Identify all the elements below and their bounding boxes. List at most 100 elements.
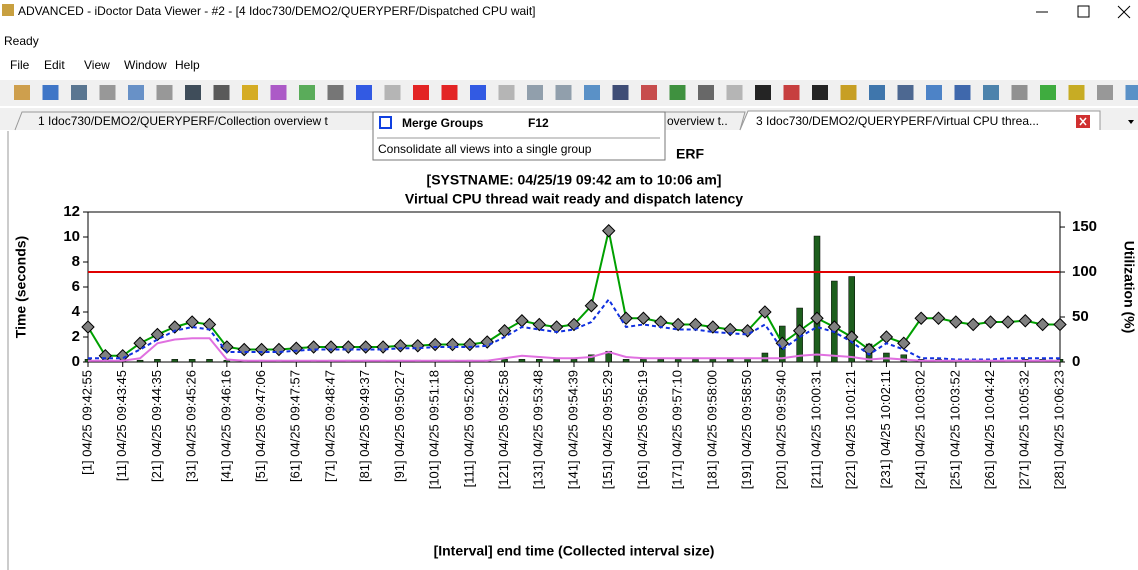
y-tick-label: 12 [63,203,80,220]
toolbar-button[interactable] [869,85,885,100]
y2-axis-label: Utilization (%) [1121,241,1137,334]
toolbar-button[interactable] [812,85,828,100]
toolbar-button[interactable] [156,85,173,100]
x-tick-label: [281] 04/25 10:06:23 [1051,370,1066,489]
menu-item[interactable]: File [10,58,30,72]
toolbar-button[interactable] [669,85,686,100]
tab-label[interactable]: 1 Idoc730/DEMO2/QUERYPERF/Collection ove… [38,114,329,128]
diamond-marker [758,305,772,319]
x-tick-label: [101] 04/25 09:51:18 [427,370,442,489]
x-tick-label: [1] 04/25 09:42:55 [79,370,94,475]
diamond-marker [254,342,269,357]
bar [171,359,179,363]
toolbar-button[interactable] [840,85,857,100]
tooltip-title: Merge Groups [402,116,484,130]
toolbar-button[interactable] [327,85,344,100]
x-tick-label: [41] 04/25 09:46:16 [218,370,233,482]
bar [553,359,560,363]
toolbar-button[interactable] [897,85,914,100]
diamond-marker [723,322,737,337]
toolbar-button[interactable] [42,85,59,100]
toolbar-button[interactable] [726,85,743,100]
diamond-marker [133,336,147,350]
toolbar-button[interactable] [99,85,116,100]
toolbar-button[interactable] [612,85,629,100]
toolbar-button[interactable] [1125,85,1138,100]
maximize-button[interactable] [1077,5,1090,18]
tab-label[interactable]: 3 Idoc730/DEMO2/QUERYPERF/Virtual CPU th… [756,114,1039,128]
close-button[interactable] [1117,5,1131,19]
chart-subtitle: [SYSTNAME: 04/25/19 09:42 am to 10:06 am… [427,172,722,188]
toolbar-button[interactable] [498,85,515,100]
toolbar-button[interactable] [641,85,657,100]
x-tick-label: [171] 04/25 09:57:10 [670,370,685,489]
toolbar-button[interactable] [242,85,258,100]
bar [188,359,196,363]
diamond-marker [584,299,599,313]
chart-subtitle: Virtual CPU thread wait ready and dispat… [405,191,743,207]
toolbar-button[interactable] [14,85,30,100]
bar [536,359,543,363]
diamond-marker [914,311,928,325]
diamond-marker [81,320,95,334]
toolbar-button[interactable] [185,85,201,100]
diamond-marker [463,337,477,352]
x-tick-label: [261] 04/25 10:04:42 [982,370,997,489]
toolbar-button[interactable] [983,85,999,100]
diamond-marker [602,224,616,238]
toolbar-button[interactable] [356,85,372,100]
tab-close-x [1079,117,1087,126]
diamond-marker [706,320,720,334]
menu-item[interactable]: Window [124,58,167,72]
toolbar-button[interactable] [783,85,800,100]
toolbar-button[interactable] [213,85,230,100]
toolbar-button[interactable] [584,85,600,100]
menu-item[interactable]: View [84,58,110,72]
tab-dropdown[interactable] [1128,120,1134,124]
toolbar-button[interactable] [470,85,486,100]
toolbar-button[interactable] [926,85,942,100]
menu-bar: File Edit View Window Help [10,58,200,72]
diamond-marker [983,315,998,329]
toolbar-button[interactable] [384,85,401,100]
x-tick-label: [231] 04/25 10:02:11 [878,370,893,488]
toolbar-button[interactable] [755,85,771,100]
toolbar-button[interactable] [1011,85,1028,100]
x-tick-label: [251] 04/25 10:03:52 [947,370,962,489]
x-tick-label: [31] 04/25 09:45:26 [184,370,199,482]
tab-label[interactable]: overview t.. [667,114,728,128]
diamond-marker [289,341,303,355]
x-tick-label: [91] 04/25 09:50:27 [392,370,407,482]
diamond-marker [185,315,199,329]
tab-active[interactable] [739,110,1101,131]
y-tick-label: 4 [72,303,81,320]
toolbar-button[interactable] [413,85,429,100]
toolbar-button[interactable] [555,85,572,100]
toolbar-button[interactable] [527,85,543,100]
toolbar-button[interactable] [299,85,315,100]
toolbar-button[interactable] [270,85,287,100]
app-icon [2,4,14,16]
bar [136,359,144,363]
toolbar-button[interactable] [1097,85,1113,100]
toolbar-button[interactable] [128,85,144,100]
toolbar-button[interactable] [1040,85,1056,100]
toolbar-button[interactable] [1068,85,1085,100]
menu-item[interactable]: Help [175,58,200,72]
toolbar-button[interactable] [698,85,714,100]
toolbar-button[interactable] [71,85,87,100]
diamond-marker [324,340,338,354]
diamond-marker [1018,314,1032,328]
diamond-marker [671,317,685,332]
diamond-marker [949,315,963,329]
chart: ERF [SYSTNAME: 04/25/19 09:42 am to 10:06… [13,146,1138,559]
plot-area [87,211,1061,363]
x-tick-label: [111] 04/25 09:52:08 [461,370,476,487]
menu-item[interactable]: Edit [44,58,65,72]
toolbar-button[interactable] [441,85,458,100]
bar [570,359,578,363]
toolbar-button[interactable] [954,85,971,100]
bar [657,359,665,363]
y-tick-label: 6 [72,278,80,295]
tooltip-description: Consolidate all views into a single grou… [378,142,592,156]
